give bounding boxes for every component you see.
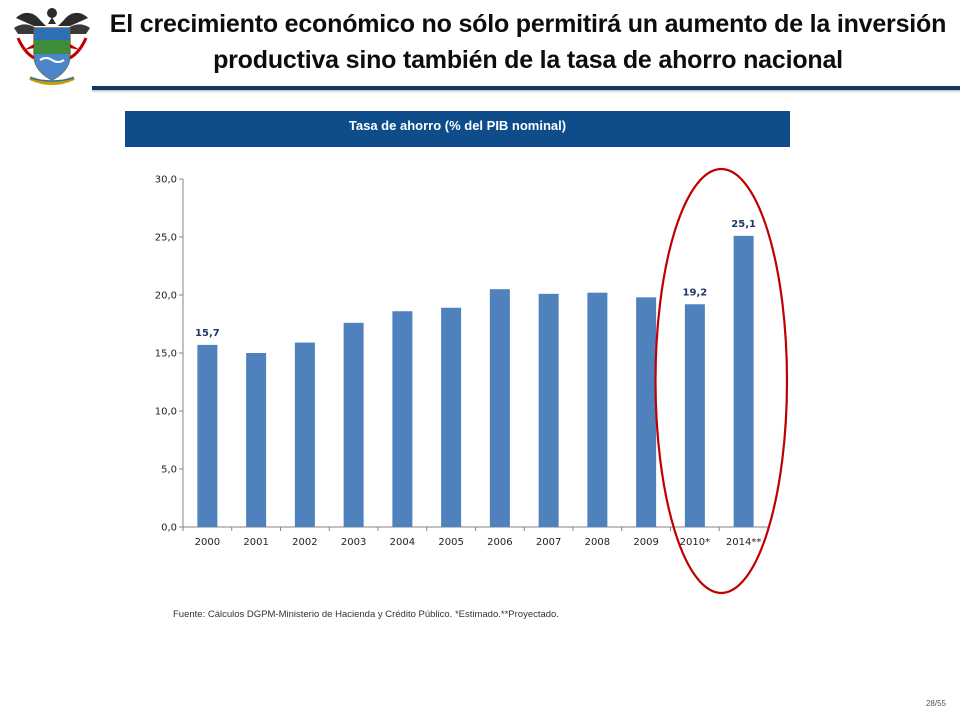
y-tick-label: 30,0 [155,175,177,186]
bar-2003 [343,322,364,527]
data-label: 15,7 [195,328,220,339]
x-tick-label: 2004 [390,537,415,548]
source-note: Fuente: Cálculos DGPM-Ministerio de Haci… [173,609,559,620]
bar-2004 [392,311,413,527]
x-tick-label: 2003 [341,537,366,548]
chart-heading: Tasa de ahorro (% del PIB nominal) [348,118,567,133]
bar-2009 [636,297,657,527]
y-tick-label: 5,0 [161,465,177,476]
bar-2010 [684,304,705,527]
x-tick-label: 2010* [680,537,710,548]
bar-2008 [587,292,608,527]
page-number: 28/55 [925,699,946,708]
x-tick-label: 2002 [292,537,317,548]
title-divider-shadow [92,90,960,93]
x-tick-label: 2009 [633,537,658,548]
y-tick-label: 20,0 [155,291,177,302]
y-tick-label: 15,0 [155,349,177,360]
bar-2000 [197,344,218,527]
bar-2007 [538,293,559,527]
x-tick-label: 2007 [536,537,561,548]
bar-2002 [294,342,315,527]
y-tick-label: 10,0 [155,407,177,418]
slide-title: El crecimiento económico no sólo permiti… [109,10,947,74]
data-label: 19,2 [683,287,708,298]
coat-of-arms-icon [14,8,90,85]
x-tick-label: 2008 [585,537,610,548]
x-tick-label: 2014** [726,537,761,548]
title-divider [92,86,960,90]
bar-2001 [246,353,267,527]
x-tick-label: 2005 [438,537,463,548]
bar-2006 [489,289,510,527]
chart-heading-band: Tasa de ahorro (% del PIB nominal) [125,111,790,147]
x-tick-label: 2001 [243,537,268,548]
bar-2005 [441,307,462,527]
data-label: 25,1 [731,219,756,230]
highlight-ellipse [654,167,789,595]
x-tick-label: 2006 [487,537,512,548]
bar-2014 [733,235,754,527]
x-tick-label: 2000 [195,537,220,548]
y-tick-label: 0,0 [161,523,177,534]
y-tick-label: 25,0 [155,233,177,244]
